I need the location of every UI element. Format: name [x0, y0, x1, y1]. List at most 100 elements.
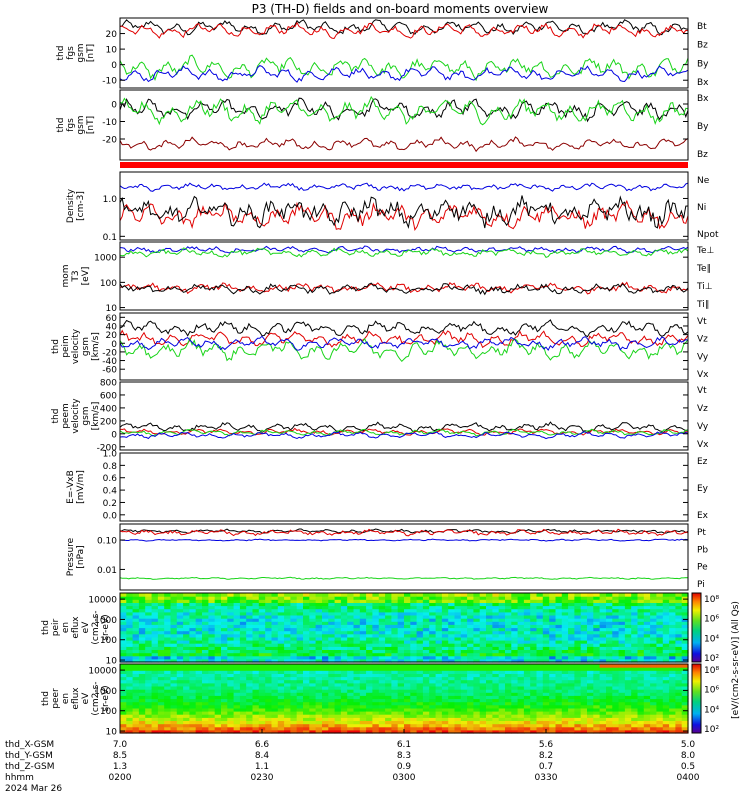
heatmap-cell [258, 643, 266, 647]
heatmap-cell [536, 646, 544, 650]
heatmap-cell [580, 599, 588, 603]
heatmap-cell [227, 596, 235, 600]
heatmap-cell [315, 649, 323, 654]
heatmap-cell [410, 615, 418, 619]
heatmap-cell [252, 673, 260, 678]
heatmap-cell [650, 602, 657, 607]
heatmap-cell [416, 726, 424, 731]
heatmap-cell [580, 698, 588, 703]
heatmap-cell [669, 636, 676, 641]
heatmap-cell [542, 658, 550, 663]
heatmap-cell [549, 676, 557, 681]
series-line-Bz [119, 21, 689, 40]
heatmap-cell [606, 608, 613, 613]
heatmap-cell [366, 658, 373, 663]
heatmap-cell [454, 704, 462, 709]
heatmap-cell [536, 689, 544, 693]
heatmap-cell [580, 633, 588, 638]
heatmap-cell [397, 726, 405, 731]
heatmap-cell [252, 686, 260, 690]
heatmap-cell [239, 698, 247, 703]
heatmap-cell [612, 729, 620, 734]
heatmap-cell [624, 670, 632, 674]
heatmap-cell [132, 698, 140, 703]
heatmap-cell [151, 670, 159, 674]
heatmap-cell [492, 698, 500, 703]
heatmap-cell [612, 658, 620, 663]
heatmap-cell [183, 618, 190, 622]
heatmap-cell [618, 655, 626, 660]
heatmap-cell [662, 633, 670, 638]
heatmap-cell [416, 692, 424, 696]
heatmap-cell [486, 698, 493, 703]
heatmap-cell [542, 627, 550, 632]
heatmap-cell [290, 652, 298, 657]
heatmap-cell [681, 615, 689, 619]
heatmap-cell [681, 652, 689, 657]
heatmap-cell [296, 643, 304, 647]
heatmap-cell [309, 655, 317, 660]
heatmap-cell [233, 723, 241, 728]
ylabel: thd peer en eflux eV (cm2-s-sr-eV) [41, 681, 111, 715]
heatmap-cell [334, 630, 342, 635]
heatmap-cell [233, 726, 241, 731]
heatmap-cell [120, 602, 127, 607]
heatmap-cell [637, 692, 645, 696]
heatmap-cell [574, 667, 582, 671]
heatmap-cell [239, 711, 247, 715]
heatmap-cell [441, 615, 449, 619]
heatmap-cell [284, 636, 291, 641]
ytick-label: 0.0 [103, 511, 118, 521]
heatmap-cell [498, 679, 506, 684]
heatmap-cell [265, 621, 273, 625]
heatmap-cell [284, 704, 291, 709]
heatmap-cell [233, 670, 241, 674]
heatmap-cell [561, 664, 569, 668]
heatmap-cell [561, 692, 569, 696]
heatmap-cell [675, 636, 683, 641]
heatmap-cell [309, 698, 317, 703]
panel-frame [119, 523, 689, 591]
heatmap-cell [599, 624, 607, 629]
heatmap-cell [372, 633, 380, 638]
heatmap-cell [479, 667, 487, 671]
heatmap-cell [126, 707, 134, 712]
heatmap-cell [574, 692, 582, 696]
heatmap-cell [385, 596, 392, 600]
ytick-label: 1.0 [103, 450, 118, 460]
heatmap-cell [145, 664, 153, 668]
heatmap-cell [669, 695, 676, 700]
heatmap-cell [202, 649, 209, 654]
heatmap-cell [157, 717, 165, 721]
heatmap-cell [681, 643, 689, 647]
heatmap-cell [429, 717, 437, 721]
heatmap-cell [599, 649, 607, 654]
heatmap-cell [542, 611, 550, 616]
heatmap-cell [252, 711, 260, 715]
heatmap-cell [549, 695, 557, 700]
heatmap-cell [410, 624, 418, 629]
heatmap-cell [429, 723, 437, 728]
ytick-label: 10000 [88, 667, 117, 677]
heatmap-cell [650, 676, 657, 681]
heatmap-cell [492, 692, 500, 696]
heatmap-cell [340, 692, 348, 696]
heatmap-cell [650, 707, 657, 712]
heatmap-cell [467, 686, 474, 690]
heatmap-cell [410, 707, 418, 712]
heatmap-cell [549, 729, 557, 734]
heatmap-cell [391, 636, 399, 641]
heatmap-cell [486, 707, 493, 712]
heatmap-cell [233, 593, 241, 597]
heatmap-cell [675, 624, 683, 629]
heatmap-cell [593, 602, 601, 607]
heatmap-cell [164, 649, 172, 654]
heatmap-cell [120, 726, 127, 731]
heatmap-cell [416, 658, 424, 663]
heatmap-cell [233, 621, 241, 625]
heatmap-cell [322, 679, 329, 684]
heatmap-cell [328, 676, 336, 681]
heatmap-cell [170, 701, 178, 706]
heatmap-cell [681, 667, 689, 671]
heatmap-cell [631, 673, 639, 678]
